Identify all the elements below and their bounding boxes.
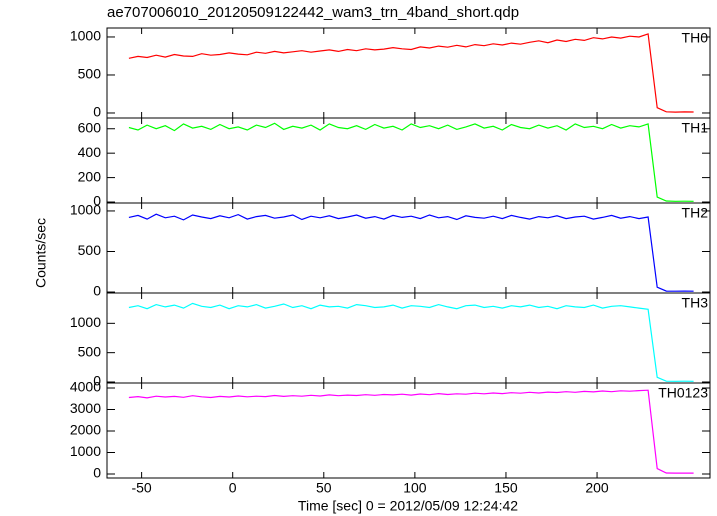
y-tick-label: 0 [93,104,101,120]
y-tick-label: 0 [93,465,101,481]
y-tick-label: 1000 [70,443,101,459]
y-tick-label: 3000 [70,400,101,416]
panel-frame [106,117,711,204]
x-tick-label: 0 [229,480,237,496]
y-tick-label: 600 [78,119,102,135]
data-line [128,302,694,382]
panel-frame [106,382,711,479]
y-axis-label: Counts/sec [33,218,49,288]
y-tick-label: 1000 [70,202,101,218]
y-tick-label: 1000 [70,314,101,330]
panel-label: TH1 [682,120,709,136]
y-tick-label: 500 [78,242,102,258]
panel-frame [106,27,711,119]
y-tick-label: 0 [93,283,101,299]
data-line [128,33,694,113]
y-tick-label: 400 [78,144,102,160]
x-tick-label: -50 [131,480,151,496]
chart-title: ae707006010_20120509122442_wam3_trn_4ban… [107,4,519,21]
x-tick-label: 100 [403,480,427,496]
y-tick-label: 500 [78,343,102,359]
y-tick-label: 500 [78,66,102,82]
y-tick-label: 0 [93,373,101,389]
y-tick-label: 1000 [70,28,101,44]
y-tick-label: 4000 [70,379,101,395]
panel-label: TH3 [682,295,709,311]
panel-label: TH2 [682,205,709,221]
x-axis-label: Time [sec] 0 = 2012/05/09 12:24:42 [298,498,518,514]
data-line [128,122,694,202]
data-line [128,213,694,292]
x-tick-label: 50 [316,480,332,496]
y-tick-label: 200 [78,168,102,184]
panel-label: TH0123 [658,385,708,401]
x-tick-label: 150 [494,480,518,496]
y-tick-label: 0 [93,193,101,209]
y-tick-label: 2000 [70,422,101,438]
panel-label: TH0 [682,30,709,46]
data-line [128,389,694,474]
x-tick-label: 200 [585,480,609,496]
